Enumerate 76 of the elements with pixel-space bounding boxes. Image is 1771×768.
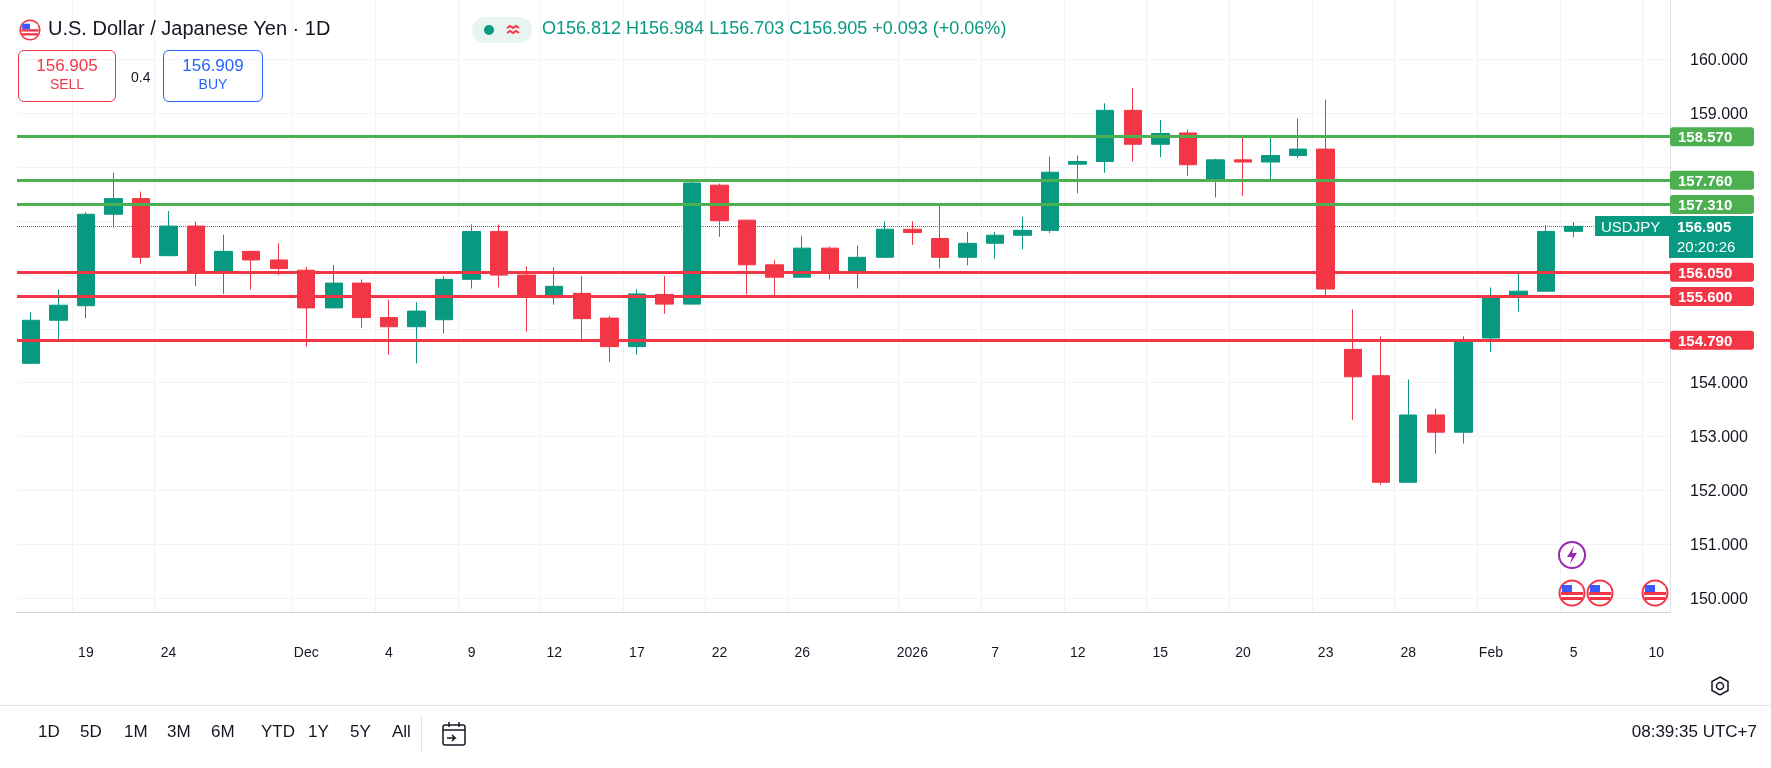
x-tick-label: 22	[711, 644, 728, 660]
x-tick-label: 10	[1648, 644, 1665, 660]
text: 1D	[38, 722, 60, 742]
text: YTD	[261, 722, 295, 742]
candlestick	[1482, 286, 1500, 353]
ref-line-label: 156.050	[1678, 263, 1733, 281]
candlestick	[132, 191, 150, 265]
ref-line-label: 157.760	[1678, 171, 1733, 189]
ref-line-label: USDJPY	[1601, 218, 1661, 236]
x-tick-label: 17	[629, 644, 645, 660]
y-tick-label: 160.000	[1690, 51, 1748, 69]
annotation: SELL	[48, 76, 86, 92]
x-tick-label: 26	[794, 644, 811, 660]
candlestick	[1206, 158, 1225, 199]
candlestick	[407, 301, 426, 364]
text: 156.905	[1677, 218, 1732, 236]
annotation: 156.905	[35, 56, 99, 76]
candlestick	[1096, 102, 1114, 174]
x-tick-label: 7	[991, 644, 1000, 660]
text: 6M	[211, 722, 235, 742]
ref-line-label: 157.310	[1678, 196, 1733, 214]
x-tick-label: 12	[546, 644, 563, 660]
text: 3M	[167, 722, 191, 742]
text: All	[392, 722, 411, 742]
x-tick-label: 19	[78, 644, 94, 660]
candlestick	[903, 220, 922, 246]
candlestick	[1427, 408, 1445, 455]
candlestick	[986, 231, 1004, 260]
text: 1M	[124, 722, 148, 742]
candlestick	[1179, 129, 1197, 177]
x-tick-label: Dec	[293, 644, 319, 660]
x-tick-label: 24	[160, 644, 177, 660]
ref-line-label: 154.790	[1678, 331, 1733, 349]
candlestick	[793, 235, 811, 278]
x-tick-label: 5	[1569, 644, 1578, 660]
candlestick	[958, 231, 977, 266]
x-tick-label: 4	[385, 644, 394, 660]
x-tick-label: 20	[1235, 644, 1251, 660]
candlestick	[22, 311, 40, 365]
candlestick	[628, 288, 646, 356]
text: 08:39:35 UTC+7	[1631, 722, 1757, 742]
candlestick	[49, 289, 68, 340]
candlestick	[931, 205, 949, 270]
x-tick-label: Feb	[1478, 644, 1504, 660]
y-tick-label: 154.000	[1690, 374, 1748, 392]
annotation: 156.909	[181, 56, 245, 76]
y-tick-label: 153.000	[1690, 428, 1748, 446]
candlestick	[1124, 87, 1142, 162]
text: 20:20:26	[1677, 238, 1736, 256]
x-tick-label: 23	[1317, 644, 1334, 660]
candlestick	[710, 183, 729, 238]
annotation: BUY	[197, 76, 229, 92]
ref-line-label: 155.600	[1678, 288, 1733, 306]
text: U.S. Dollar / Japanese Yen · 1D	[48, 17, 331, 40]
candlestick	[1068, 155, 1087, 194]
text: 5Y	[350, 722, 371, 742]
text: O156.812 H156.984 L156.703 C156.905 +0.093 (+0.06%)	[542, 18, 1007, 39]
candlestick	[435, 275, 453, 335]
y-tick-label: 152.000	[1690, 481, 1748, 499]
x-tick-label: 12	[1069, 644, 1086, 660]
x-tick-label: 28	[1400, 644, 1417, 660]
candlestick	[1234, 135, 1252, 197]
y-tick-label: 159.000	[1690, 105, 1748, 123]
ref-line-label: 158.570	[1678, 128, 1733, 146]
y-tick-label: 150.000	[1690, 589, 1748, 607]
annotation: 0.4	[131, 69, 151, 85]
candlestick	[1399, 378, 1417, 483]
x-tick-label: 2026	[896, 644, 929, 660]
text: 1Y	[308, 722, 329, 742]
candlestick	[1454, 335, 1473, 445]
y-tick-label: 151.000	[1690, 535, 1748, 553]
x-tick-label: 15	[1152, 644, 1169, 660]
x-tick-label: 9	[467, 644, 476, 660]
candlestick	[1261, 136, 1280, 181]
candlestick	[1289, 117, 1307, 159]
text: 5D	[80, 722, 102, 742]
